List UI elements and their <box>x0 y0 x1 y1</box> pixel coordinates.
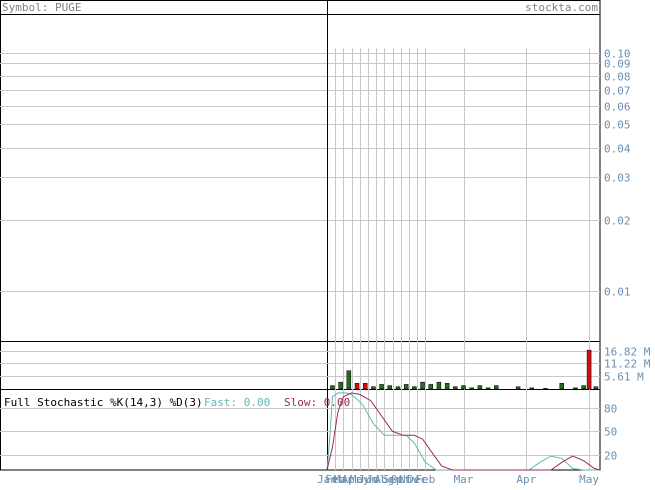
x-axis-label: Feb <box>415 473 435 486</box>
x-axis-label: Apr <box>516 473 536 486</box>
x-axis-label: Jul <box>366 473 386 486</box>
x-axis-label: Mar <box>454 473 474 486</box>
volume-bar <box>529 387 534 390</box>
volume-tick-label: 5.61 M <box>604 371 644 384</box>
x-axis-label: Jun <box>358 473 378 486</box>
price-tick-label: 0.09 <box>604 58 631 71</box>
volume-bar <box>371 386 376 390</box>
price-tick-label: 0.10 <box>604 48 631 61</box>
x-axis-label: Nov <box>399 473 419 486</box>
price-tick-label: 0.05 <box>604 119 631 132</box>
price-tick-label: 0.07 <box>604 85 631 98</box>
volume-bar <box>362 383 368 390</box>
volume-bar <box>543 388 548 390</box>
price-tick-label: 0.06 <box>604 101 631 114</box>
volume-bar <box>395 386 401 390</box>
stochastic-slow-label: Slow: 0.00 <box>284 396 350 409</box>
volume-bar <box>573 387 578 390</box>
volume-bar <box>354 383 360 390</box>
x-axis-label: Feb <box>325 473 345 486</box>
stochastic-title: Full Stochastic %K(14,3) %D(3) <box>4 396 203 409</box>
chart-frame <box>0 0 601 471</box>
volume-tick-label: 11.22 M <box>604 358 651 371</box>
stochastic-tick-label: 20 <box>604 450 617 463</box>
volume-bar <box>581 385 586 390</box>
volume-tick-label: 16.82 M <box>604 346 651 359</box>
volume-bar <box>420 381 425 390</box>
volume-bar <box>346 370 352 390</box>
stochastic-slow-line <box>326 392 601 471</box>
x-axis-label: Aug <box>374 473 394 486</box>
x-axis-label: May <box>350 473 370 486</box>
volume-bar <box>330 385 335 390</box>
volume-bar <box>403 384 409 390</box>
volume-bar <box>586 349 592 390</box>
stochastic-fast-label: Fast: 0.00 <box>204 396 270 409</box>
volume-bar <box>453 386 458 390</box>
volume-bar <box>477 385 483 390</box>
x-axis-label: May <box>579 473 599 486</box>
price-tick-label: 0.02 <box>604 215 631 228</box>
volume-bar <box>428 384 433 390</box>
price-tick-label: 0.08 <box>604 71 631 84</box>
volume-bar <box>515 386 521 390</box>
volume-bar <box>387 385 393 390</box>
volume-bar <box>379 384 384 390</box>
volume-bar <box>436 381 442 390</box>
x-axis-label: Oct <box>391 473 411 486</box>
stochastic-tick-label: 50 <box>604 426 617 439</box>
stochastic-tick-label: 80 <box>604 403 617 416</box>
site-label: stockta.com <box>525 1 598 14</box>
price-tick-label: 0.04 <box>604 143 631 156</box>
volume-bar <box>469 387 474 390</box>
volume-bar <box>485 387 491 390</box>
x-axis-label: Mar <box>333 473 353 486</box>
symbol-label: Symbol: PUGE <box>2 1 81 14</box>
volume-bar <box>494 385 499 390</box>
price-tick-label: 0.03 <box>604 172 631 185</box>
volume-bar <box>461 385 466 390</box>
volume-bar <box>593 386 599 390</box>
x-axis-label: Sep <box>383 473 403 486</box>
volume-bar <box>559 383 565 390</box>
x-axis-label: Dec <box>407 473 427 486</box>
volume-bar <box>412 386 417 390</box>
stochastic-fast-line <box>326 392 600 471</box>
volume-bar <box>338 381 343 390</box>
x-axis-label: Apr <box>342 473 362 486</box>
price-tick-label: 0.01 <box>604 286 631 299</box>
x-axis-label: Jan <box>317 473 337 486</box>
volume-bar <box>444 383 450 390</box>
